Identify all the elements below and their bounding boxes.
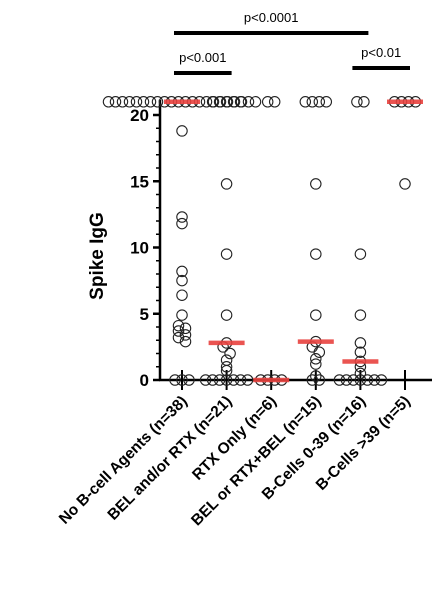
data-point [123,96,136,108]
data-point [234,96,247,108]
y-tick-label: 5 [140,305,149,324]
data-point [179,335,192,348]
data-point [199,374,212,386]
significance-label: p<0.001 [179,50,226,65]
data-point [172,319,185,332]
data-point [354,248,367,260]
category-labels: No B-cell Agents (n=38)BEL and/or RTX (n… [56,393,414,529]
y-tick-label: 10 [130,239,149,258]
data-point [241,374,254,386]
data-point [310,309,322,321]
data-point [227,374,240,386]
data-point [169,374,181,386]
data-point [176,309,188,321]
data-point [220,361,233,373]
data-point [179,322,192,335]
data-point [242,96,255,108]
data-points [102,96,422,386]
data-point [310,370,322,382]
data-point [310,353,322,365]
data-point [234,374,247,386]
data-point [306,374,319,386]
data-point [220,178,233,190]
data-point [179,329,192,341]
data-point [151,96,164,108]
data-point [176,289,188,301]
data-point [176,211,188,223]
data-point [220,96,233,108]
data-point [176,274,188,287]
data-point [354,337,367,349]
data-point [176,374,188,386]
data-point [310,178,322,190]
data-point [220,248,233,260]
data-point [176,125,188,137]
data-point [220,309,233,321]
significance-label: p<0.01 [361,45,401,60]
data-point [306,96,319,108]
data-point [213,374,226,386]
data-point [347,374,360,386]
data-point [354,346,367,358]
significance-label: p<0.0001 [244,10,299,25]
data-point [200,96,213,108]
data-point [313,96,326,108]
data-point [261,96,274,108]
data-point [206,96,219,108]
data-point [333,374,346,386]
data-point [249,96,262,108]
data-point [340,374,353,386]
data-point [268,96,281,108]
data-point [137,96,150,108]
y-axis-label: Spike IgG [87,212,108,300]
data-point [354,309,367,321]
data-point [368,374,381,386]
data-point [176,265,188,278]
data-point [310,248,322,260]
data-point [320,96,333,108]
data-point [310,358,322,370]
y-tick-label: 15 [130,172,149,191]
data-point [183,374,195,386]
axes: 0 5 10 15 20 [130,99,432,390]
data-point [351,96,363,108]
data-point [354,367,367,380]
data-point [299,96,312,108]
data-point [375,374,388,386]
data-point [206,374,219,386]
significance-annotations: p<0.0001 p<0.001 p<0.01 [174,10,410,75]
data-point [399,178,411,190]
data-point [227,96,240,108]
data-point [361,374,374,386]
data-point [220,374,233,386]
data-point [109,96,122,108]
data-point [116,96,129,108]
data-point [144,96,157,108]
median-bars [164,99,423,383]
y-tick-label: 0 [140,371,149,390]
y-tick-label: 20 [130,106,149,125]
data-point [224,347,236,360]
data-point [313,374,326,386]
data-point [354,374,367,386]
data-point [358,96,370,108]
data-point [176,217,188,230]
data-point [172,331,185,344]
data-point [313,346,326,358]
data-point [172,325,185,337]
data-point [130,96,143,108]
data-point [102,96,115,108]
data-point [213,96,226,108]
data-point [220,364,233,377]
